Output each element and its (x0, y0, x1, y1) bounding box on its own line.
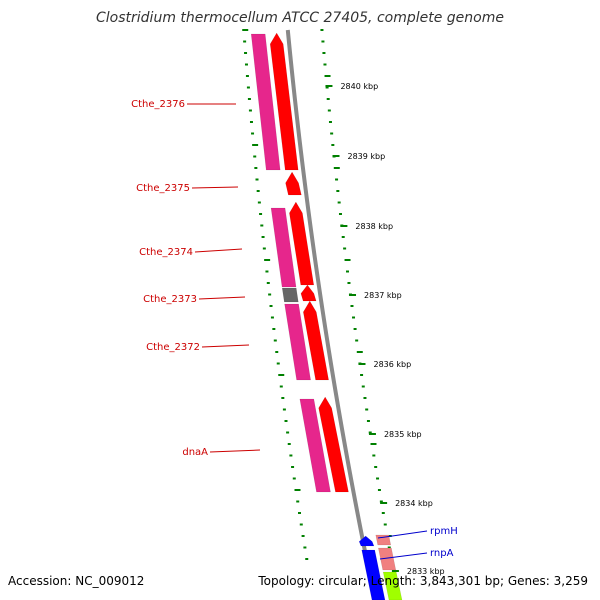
cds-reverse-block[interactable] (299, 398, 331, 493)
scale-tick-label: 2837 kbp (364, 291, 402, 300)
cds-reverse-block[interactable] (250, 33, 281, 171)
cds-forward-arrow[interactable] (318, 396, 349, 493)
scale-tick-label: 2840 kbp (340, 82, 378, 91)
gray-feature-block[interactable] (281, 287, 299, 303)
gene-label-dnaa[interactable]: dnaA (182, 447, 208, 458)
gene-label-track: Cthe_2376 Cthe_2375 Cthe_2374 Cthe_2373 Cthe… (131, 99, 458, 560)
gene-label-cthe_2376[interactable]: Cthe_2376 (131, 99, 185, 110)
gc-dot-track (242, 29, 393, 560)
gene-label-leader (191, 186, 239, 189)
scale-tick-label: 2839 kbp (347, 152, 385, 161)
backbone-line (285, 29, 377, 600)
gene-label-leader (377, 530, 428, 539)
accession-text: Accession: NC_009012 (8, 574, 145, 588)
gene-label-leader (194, 248, 243, 253)
scale-tick-label: 2838 kbp (355, 222, 393, 231)
cds-reverse-block[interactable] (284, 303, 311, 381)
cds-forward-arrow[interactable] (300, 284, 317, 302)
gene-label-cthe_2373[interactable]: Cthe_2373 (143, 294, 197, 305)
cds-forward-arrow[interactable] (285, 171, 302, 196)
gene-label-leader (209, 449, 261, 453)
gene-label-cthe_2372[interactable]: Cthe_2372 (146, 342, 200, 353)
scale-tick-label: 2833 kbp (407, 567, 445, 576)
cds-forward-arrow[interactable] (303, 300, 329, 381)
rna-green-feature[interactable] (382, 571, 403, 600)
gene-label-leader (198, 296, 246, 300)
scale-tick-label: 2835 kbp (384, 430, 422, 439)
gene-label-leader (201, 344, 250, 348)
scale-track: 2840 kbp 2839 kbp 2838 kbp 2837 kbp 2836 kbp… (325, 82, 445, 576)
scale-tick-label: 2834 kbp (395, 499, 433, 508)
gene-label-rpmh[interactable]: rpmH (430, 526, 458, 537)
rna-blue-feature[interactable] (361, 549, 386, 600)
topology-text: Topology: circular; Length: 3,843,301 bp… (258, 574, 588, 588)
rna-blue-feature[interactable] (358, 535, 375, 547)
scale-tick-label: 2836 kbp (373, 360, 411, 369)
cds-forward-arrow[interactable] (269, 32, 299, 171)
feature-track (250, 32, 403, 600)
cds-reverse-block[interactable] (270, 207, 297, 288)
gene-label-cthe_2374[interactable]: Cthe_2374 (139, 247, 193, 258)
gene-label-leader (379, 552, 428, 560)
genome-backbone (285, 29, 377, 600)
gene-label-cthe_2375[interactable]: Cthe_2375 (136, 183, 190, 194)
map-title: Clostridium thermocellum ATCC 27405, com… (96, 10, 504, 26)
cds-forward-arrow[interactable] (289, 201, 315, 286)
gene-label-rnpa[interactable]: rnpA (430, 548, 454, 559)
